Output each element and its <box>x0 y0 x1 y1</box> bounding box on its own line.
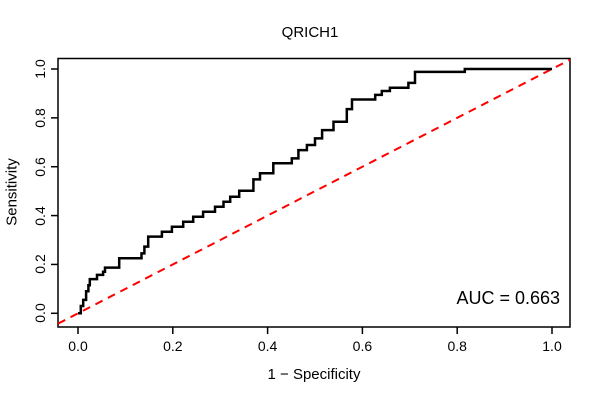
x-tick-label: 0.4 <box>257 338 278 354</box>
x-tick-label: 1.0 <box>542 338 562 354</box>
x-tick-label: 0.2 <box>163 338 183 354</box>
y-tick-label: 0.0 <box>32 303 48 324</box>
y-tick-label: 1.0 <box>32 59 48 79</box>
y-tick-label: 0.4 <box>32 205 48 226</box>
x-axis-label: 1 − Specificity <box>267 366 361 383</box>
auc-annotation: AUC = 0.663 <box>456 288 560 308</box>
x-tick-label: 0.8 <box>447 338 467 354</box>
roc-curve-line <box>78 67 552 315</box>
y-tick-label: 0.6 <box>32 156 48 177</box>
chart-title: QRICH1 <box>281 24 339 41</box>
x-tick-label: 0.6 <box>352 338 373 354</box>
plot-border-box <box>57 57 571 328</box>
chance-diagonal-line <box>57 58 571 325</box>
y-tick-label: 0.2 <box>32 254 48 275</box>
y-axis-label: Sensitivity <box>3 158 21 226</box>
x-tick-label: 0.0 <box>68 338 88 354</box>
y-tick-label: 0.8 <box>32 108 48 128</box>
axis-tick-marks <box>51 68 553 334</box>
